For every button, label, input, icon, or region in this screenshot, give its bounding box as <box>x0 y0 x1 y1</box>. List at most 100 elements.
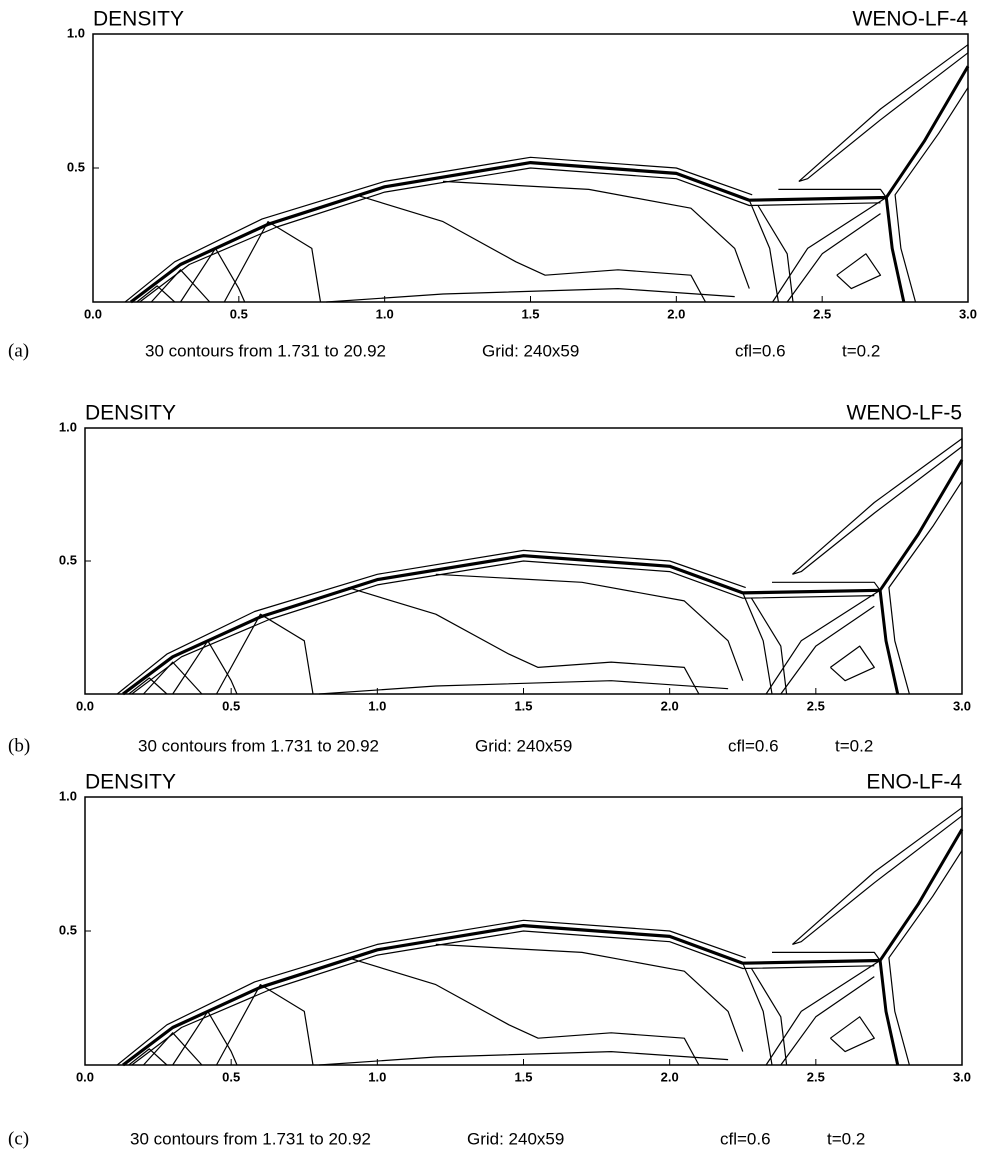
contour-line <box>748 199 779 303</box>
caption-item: Grid: 240x59 <box>475 736 572 755</box>
x-tick-label: 0.5 <box>230 306 248 321</box>
caption-item: Grid: 240x59 <box>482 341 579 360</box>
y-tick-label: 0.5 <box>59 922 77 937</box>
contour-line <box>792 807 963 945</box>
contour-line <box>122 554 881 696</box>
contour-line <box>829 1016 875 1053</box>
contour-line <box>888 480 963 695</box>
contour-line <box>172 640 238 695</box>
contour-line <box>442 180 750 289</box>
contour-line <box>780 976 875 1066</box>
contour-line <box>150 269 211 303</box>
caption-item: 30 contours from 1.731 to 20.92 <box>145 341 386 360</box>
y-tick-label: 1.0 <box>59 788 77 803</box>
contour-line <box>223 221 322 303</box>
contour-line <box>765 959 881 1066</box>
contour-line <box>792 438 963 575</box>
x-tick-label: 1.0 <box>368 698 386 713</box>
contour-line <box>772 196 887 303</box>
contour-line <box>129 161 887 304</box>
caption-item: cfl=0.6 <box>735 341 786 360</box>
x-tick-label: 1.5 <box>514 1069 532 1084</box>
plot-title: DENSITY <box>85 771 176 794</box>
x-tick-label: 0.5 <box>222 1069 240 1084</box>
x-tick-label: 3.0 <box>953 698 971 713</box>
x-tick-label: 2.0 <box>667 306 685 321</box>
x-tick-label: 2.5 <box>813 306 831 321</box>
method-label: ENO-LF-4 <box>866 771 962 794</box>
x-tick-label: 2.5 <box>807 1069 825 1084</box>
contour-line <box>128 677 168 695</box>
contour-line <box>347 957 700 1066</box>
contour-line <box>122 924 881 1067</box>
panel-label: (c) <box>8 1128 29 1149</box>
x-tick-label: 2.0 <box>661 698 679 713</box>
contour-line <box>884 65 970 303</box>
caption-item: t=0.2 <box>842 341 880 360</box>
contour-line <box>878 459 964 695</box>
contour-line <box>215 984 314 1066</box>
caption-item: cfl=0.6 <box>728 736 779 755</box>
x-tick-label: 1.5 <box>514 698 532 713</box>
x-tick-label: 3.0 <box>953 1069 971 1084</box>
panel-label: (a) <box>8 340 29 361</box>
x-tick-label: 0.0 <box>76 698 94 713</box>
contour-line <box>347 587 700 695</box>
y-tick-label: 1.0 <box>67 25 85 40</box>
contour-line <box>778 188 887 198</box>
contour-line <box>318 1051 729 1066</box>
contour-line <box>215 613 314 695</box>
x-tick-label: 1.0 <box>376 306 394 321</box>
caption-item: t=0.2 <box>835 736 873 755</box>
x-tick-label: 1.0 <box>368 1069 386 1084</box>
y-tick-label: 0.5 <box>67 159 85 174</box>
method-label: WENO-LF-5 <box>847 402 963 425</box>
x-tick-label: 2.0 <box>661 1069 679 1084</box>
contour-line <box>757 205 794 303</box>
contour-line <box>435 573 744 681</box>
contour-line <box>798 44 969 182</box>
y-tick-label: 0.5 <box>59 552 77 567</box>
x-tick-label: 2.5 <box>807 698 825 713</box>
contour-line <box>172 1010 238 1066</box>
x-tick-label: 3.0 <box>959 306 977 321</box>
x-tick-label: 0.5 <box>222 698 240 713</box>
contour-line <box>318 680 729 695</box>
contour-line <box>131 930 875 1066</box>
panel-label: (b) <box>8 735 30 756</box>
contour-line <box>894 87 969 303</box>
method-label: WENO-LF-4 <box>853 8 969 31</box>
contour-line <box>772 951 881 961</box>
contour-line <box>326 288 735 303</box>
x-tick-label: 0.0 <box>76 1069 94 1084</box>
contour-line <box>829 645 875 682</box>
contour-line <box>836 253 882 290</box>
contour-line <box>878 828 964 1066</box>
contour-line <box>136 285 176 303</box>
contour-line <box>124 156 753 303</box>
plot-title: DENSITY <box>85 402 176 425</box>
plot-title: DENSITY <box>93 8 184 31</box>
y-tick-label: 1.0 <box>59 419 77 434</box>
contour-line <box>780 605 875 695</box>
contour-line <box>131 560 875 695</box>
contour-line <box>179 247 246 303</box>
contour-line <box>750 968 788 1066</box>
contour-line <box>116 919 746 1066</box>
contour-line <box>888 850 963 1066</box>
contour-line <box>355 194 707 303</box>
contour-line <box>139 167 881 303</box>
contour-line <box>742 962 773 1066</box>
contour-line <box>765 589 881 695</box>
contour-line <box>435 943 744 1052</box>
caption-item: cfl=0.6 <box>720 1129 771 1148</box>
contour-line <box>143 661 203 695</box>
contour-line <box>750 597 788 695</box>
caption-item: 30 contours from 1.731 to 20.92 <box>130 1129 371 1148</box>
contour-line <box>116 549 746 695</box>
caption-item: Grid: 240x59 <box>467 1129 564 1148</box>
x-tick-label: 0.0 <box>84 306 102 321</box>
contour-line <box>786 213 881 303</box>
contour-line <box>772 581 881 591</box>
